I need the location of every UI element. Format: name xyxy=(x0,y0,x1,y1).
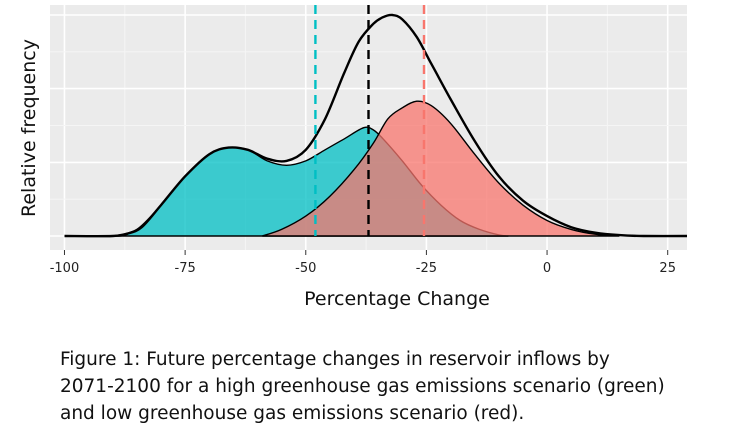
y-axis-title: Relative frequency xyxy=(18,39,40,217)
x-tick-label: -100 xyxy=(50,261,80,276)
caption-line-1: Figure 1: Future percentage changes in r… xyxy=(60,349,610,370)
x-tick-label: -25 xyxy=(416,261,437,276)
caption-line-3: and low greenhouse gas emissions scenari… xyxy=(60,403,525,424)
x-axis-title: Percentage Change xyxy=(304,288,490,310)
density-chart: -100 -75 -50 -25 0 25 Percentage Change Relat… xyxy=(18,5,688,310)
figure-caption: Figure 1: Future percentage changes in r… xyxy=(60,346,740,427)
x-tick-label: 25 xyxy=(659,261,676,276)
x-tick-label: -75 xyxy=(175,261,196,276)
caption-line-2: 2071-2100 for a high greenhouse gas emis… xyxy=(60,376,665,397)
x-tick-label: 0 xyxy=(543,261,551,276)
combined-density-line xyxy=(64,13,688,238)
x-tick-label: -50 xyxy=(295,261,316,276)
